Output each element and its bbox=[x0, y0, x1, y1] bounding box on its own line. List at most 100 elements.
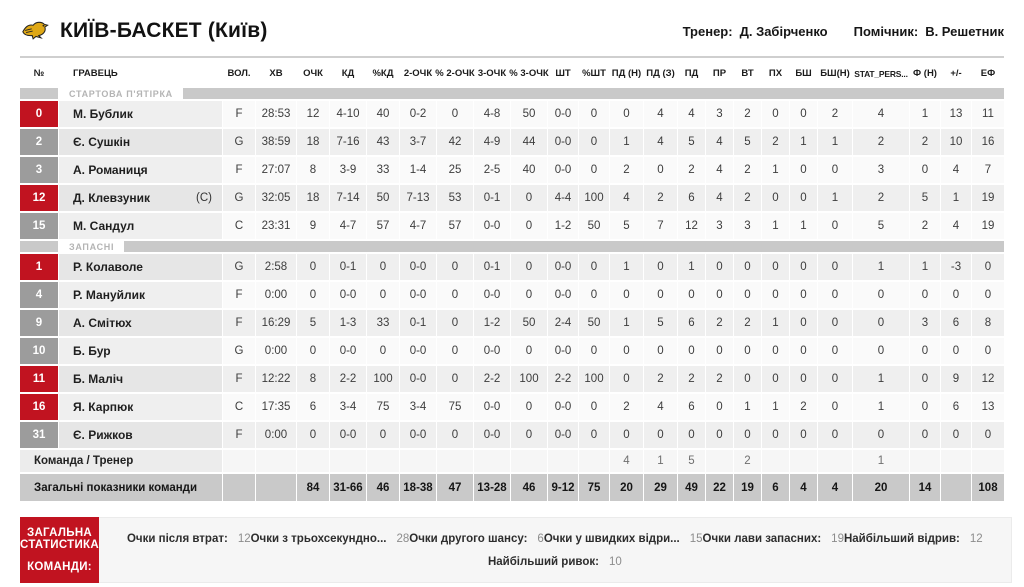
stat-cell: 4-9 bbox=[474, 129, 510, 155]
stat-cell: 0 bbox=[511, 338, 547, 364]
stat-cell: 0 bbox=[610, 366, 643, 392]
team-stat-value: 10 bbox=[608, 555, 622, 568]
player-name: А. Романиця bbox=[73, 163, 148, 177]
stat-cell: 16:29 bbox=[256, 310, 296, 336]
stat-cell: 0 bbox=[790, 157, 817, 183]
stat-cell: 0-0 bbox=[548, 394, 578, 420]
stat-cell: 5 bbox=[678, 129, 705, 155]
team-coach-stat-cell bbox=[579, 450, 609, 472]
team-total-stat-cell: 6 bbox=[762, 474, 789, 501]
stat-cell: 0 bbox=[511, 394, 547, 420]
stat-cell: 0 bbox=[437, 310, 473, 336]
column-header: БШ(Н) bbox=[820, 68, 850, 79]
section-bar bbox=[182, 88, 1004, 99]
stat-cell: 0 bbox=[678, 422, 705, 448]
stat-cell: F bbox=[223, 310, 255, 336]
stat-cell: 0-0 bbox=[400, 338, 436, 364]
stat-cell: 0 bbox=[437, 338, 473, 364]
stat-cell: 2 bbox=[853, 185, 909, 211]
stat-cell: 4-8 bbox=[474, 101, 510, 127]
stat-cell: 0 bbox=[297, 282, 329, 308]
stat-cell: 1 bbox=[910, 254, 940, 280]
stat-cell: 0 bbox=[511, 213, 547, 239]
stat-cell: 1 bbox=[610, 310, 643, 336]
stat-cell: 2 bbox=[734, 185, 761, 211]
team-coach-stat-cell bbox=[437, 450, 473, 472]
section-bar bbox=[124, 241, 1004, 252]
team-total-stat-cell: 31-66 bbox=[330, 474, 366, 501]
stat-cell: 4 bbox=[706, 129, 733, 155]
stat-cell: 7-16 bbox=[330, 129, 366, 155]
team-coach-stat-cell: 4 bbox=[610, 450, 643, 472]
stat-cell: 100 bbox=[511, 366, 547, 392]
team-coach-stat-cell: 1 bbox=[853, 450, 909, 472]
stat-cell: 0 bbox=[610, 282, 643, 308]
stat-cell: 1-2 bbox=[474, 310, 510, 336]
stat-cell: 0 bbox=[644, 282, 677, 308]
stat-cell: 4 bbox=[678, 101, 705, 127]
stat-cell: 5 bbox=[853, 213, 909, 239]
stat-cell: 40 bbox=[511, 157, 547, 183]
stat-cell: 1 bbox=[762, 394, 789, 420]
stat-cell: 0-0 bbox=[548, 101, 578, 127]
stat-cell: 0 bbox=[762, 338, 789, 364]
section-label: СТАРТОВА П'ЯТІРКА bbox=[69, 88, 173, 99]
player-name: М. Бублик bbox=[73, 107, 133, 121]
stat-cell: 2 bbox=[644, 366, 677, 392]
stat-cell: 0 bbox=[579, 422, 609, 448]
stat-cell: 12 bbox=[297, 101, 329, 127]
stat-cell: 44 bbox=[511, 129, 547, 155]
team-stat: Очки у швидких відри... 15 bbox=[544, 533, 703, 545]
team-total-stat-cell: 20 bbox=[610, 474, 643, 501]
team-coach-stat-cell: 5 bbox=[678, 450, 705, 472]
stat-cell: 2 bbox=[910, 213, 940, 239]
team-total-stat-cell bbox=[256, 474, 296, 501]
stat-cell: 0 bbox=[706, 338, 733, 364]
stat-cell: 42 bbox=[437, 129, 473, 155]
stat-cell: 0 bbox=[579, 129, 609, 155]
stat-cell: 1 bbox=[941, 185, 971, 211]
coach-name: Д. Забірченко bbox=[739, 23, 828, 39]
stat-cell: 0 bbox=[579, 282, 609, 308]
column-header: ЕФ bbox=[980, 68, 996, 79]
stat-cell: 0-0 bbox=[548, 254, 578, 280]
column-header: 2-ОЧК bbox=[403, 68, 433, 79]
stat-cell: 0 bbox=[579, 338, 609, 364]
stat-cell: 4 bbox=[644, 101, 677, 127]
team-stat-label: Очки другого шансу: bbox=[409, 532, 528, 545]
stat-cell: 4-4 bbox=[548, 185, 578, 211]
stat-cell: 0 bbox=[910, 394, 940, 420]
stat-cell: 50 bbox=[511, 310, 547, 336]
team-coach-stat-cell bbox=[910, 450, 940, 472]
column-header: ПД (Н) bbox=[611, 68, 642, 79]
stat-cell: 0 bbox=[511, 282, 547, 308]
stat-cell: 0 bbox=[790, 422, 817, 448]
coaching-staff: Тренер: Д. Забірченко Помічник: В. Решет… bbox=[683, 24, 1004, 39]
player-name-cell: Б. Бур bbox=[59, 338, 222, 364]
stat-cell: 3 bbox=[910, 310, 940, 336]
team-total-stat-cell: 29 bbox=[644, 474, 677, 501]
team-coach-stat-cell bbox=[818, 450, 852, 472]
stat-cell: C bbox=[223, 213, 255, 239]
stat-cell: 1-3 bbox=[330, 310, 366, 336]
stat-cell: 0 bbox=[818, 394, 852, 420]
stat-cell: 18 bbox=[297, 185, 329, 211]
stat-cell: 57 bbox=[367, 213, 399, 239]
stat-cell: 2 bbox=[762, 129, 789, 155]
stat-cell: 4 bbox=[644, 394, 677, 420]
team-coach-stat-cell: 1 bbox=[644, 450, 677, 472]
stat-cell: 0-0 bbox=[474, 282, 510, 308]
stat-cell: 5 bbox=[910, 185, 940, 211]
stat-cell: 0 bbox=[818, 366, 852, 392]
stat-cell: 0 bbox=[910, 157, 940, 183]
stat-cell: G bbox=[223, 129, 255, 155]
team-stat-label: Очки після втрат: bbox=[126, 532, 228, 545]
stat-cell: 1 bbox=[762, 213, 789, 239]
team-total-stat-cell: 84 bbox=[297, 474, 329, 501]
team-stats-title-line1: ЗАГАЛЬНА СТАТИСТИКА bbox=[20, 527, 99, 551]
team-coach-stat-cell bbox=[941, 450, 971, 472]
column-header: ОЧК bbox=[303, 68, 323, 79]
stat-cell: 50 bbox=[579, 213, 609, 239]
team-stat: Очки після втрат: 12 bbox=[127, 533, 251, 545]
team-coach-stat-cell bbox=[400, 450, 436, 472]
